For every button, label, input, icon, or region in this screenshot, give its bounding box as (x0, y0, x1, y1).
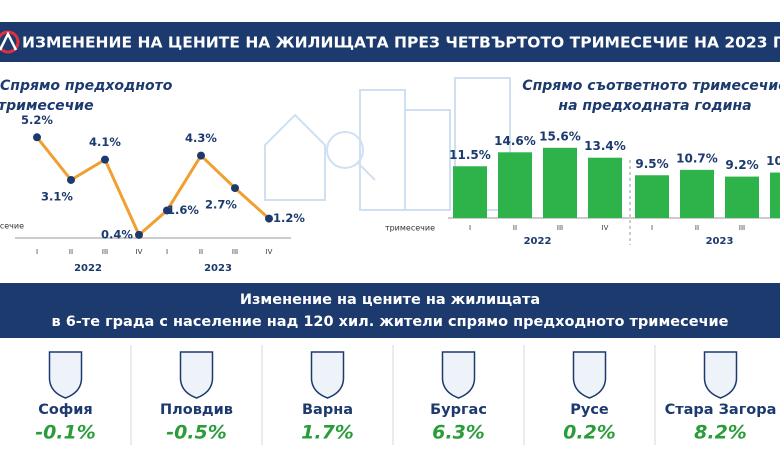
x-tick-label: IV (266, 248, 273, 256)
city-value: 6.3% (432, 422, 485, 444)
value-label: 9.5% (635, 157, 668, 171)
value-label: 1.6% (167, 203, 199, 217)
point (67, 175, 75, 184)
x-tick-label: I (469, 224, 471, 232)
city-emblem (703, 351, 738, 399)
value-label: 13.4% (584, 139, 626, 153)
value-label: 4.1% (89, 135, 121, 149)
x-tick-label: III (557, 224, 563, 232)
city-name: София (38, 402, 92, 418)
value-label: 5.2% (21, 113, 53, 127)
city-emblem (441, 351, 476, 399)
group-label: 2023 (204, 263, 232, 274)
header-title: ИЗМЕНЕНИЕ НА ЦЕНИТЕ НА ЖИЛИЩАТА ПРЕЗ ЧЕТ… (22, 34, 780, 52)
group-label: 2022 (74, 263, 102, 274)
chart-title: Спрямо съответното тримесечие (522, 78, 780, 94)
x-tick-label: IV (136, 248, 143, 256)
x-axis-label: тримесечие (385, 224, 435, 233)
point (265, 214, 273, 223)
cities-band (0, 283, 780, 338)
header-bar (0, 22, 780, 62)
x-axis-label: тримесечие (0, 222, 24, 231)
city-emblem (310, 351, 345, 399)
point (231, 184, 239, 193)
city-name: Пловдив (160, 402, 233, 418)
city-name: Бургас (430, 402, 487, 418)
bar (725, 176, 759, 218)
x-tick-label: I (651, 224, 653, 232)
point (163, 206, 171, 215)
value-label: 0.4% (101, 227, 133, 241)
x-tick-label: III (739, 224, 745, 232)
city-name: Стара Загора (665, 402, 777, 418)
point (101, 155, 109, 164)
city-value: 0.2% (563, 422, 616, 444)
logo (0, 30, 20, 54)
bar (543, 147, 577, 218)
x-tick-label: III (232, 248, 238, 256)
cities-heading: в 6-те града с население над 120 хил. жи… (51, 314, 728, 330)
value-label: 4.3% (185, 131, 217, 145)
value-label: 10.7% (676, 151, 718, 165)
buildings-illustration (264, 77, 511, 211)
bar (770, 172, 780, 218)
point (135, 230, 143, 239)
x-tick-label: II (69, 248, 73, 256)
line (35, 136, 271, 238)
value-label: 2.7% (205, 198, 237, 212)
chart-title: Спрямо предходното (0, 78, 173, 94)
city-name: Варна (302, 402, 353, 418)
x-tick-label: II (513, 224, 517, 232)
x-tick-label: IV (602, 224, 609, 232)
value-label: 9.2% (725, 158, 758, 172)
x-tick-label: III (102, 248, 108, 256)
bar (453, 166, 487, 218)
city-name: Русе (570, 402, 609, 418)
group-label: 2022 (524, 236, 552, 247)
x-tick-label: I (166, 248, 168, 256)
x-tick-label: II (199, 248, 203, 256)
chart-title: на предходната година (558, 98, 751, 114)
x-tick-label: II (695, 224, 699, 232)
value-label: 1.2% (273, 211, 305, 225)
value-label: 10.1% (766, 154, 780, 168)
group-label: 2023 (706, 236, 734, 247)
city-value: 1.7% (301, 422, 354, 444)
city-emblem (48, 351, 83, 399)
x-tick-label: I (36, 248, 38, 256)
bar (588, 157, 622, 218)
city-emblem (179, 351, 214, 399)
bar (680, 169, 714, 218)
value-label: 15.6% (539, 129, 581, 143)
city-value: 8.2% (694, 422, 747, 444)
value-label: 11.5% (449, 148, 491, 162)
city-value: -0.1% (35, 422, 96, 444)
bar (498, 152, 532, 218)
city-value: -0.5% (166, 422, 227, 444)
value-label: 14.6% (494, 134, 536, 148)
value-label: 3.1% (41, 189, 73, 203)
point (33, 133, 41, 142)
chart-title: тримесечие (0, 98, 94, 114)
cities-heading: Изменение на цените на жилищата (240, 292, 540, 308)
city-emblem (572, 351, 607, 399)
bar (635, 175, 669, 218)
point (197, 151, 205, 160)
